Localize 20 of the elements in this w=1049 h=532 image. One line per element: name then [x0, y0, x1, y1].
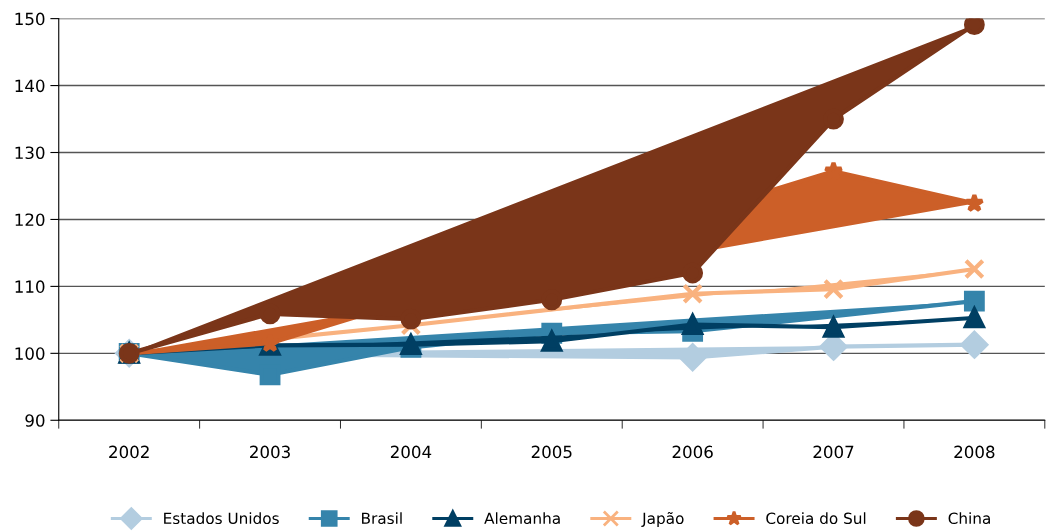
legend-label: Coreia do Sul [766, 512, 866, 525]
y-tick-label: 100 [15, 347, 45, 360]
x-tick-label: 2006 [672, 445, 713, 459]
y-tick-label: 120 [15, 213, 45, 227]
x-tick-label: 2003 [250, 445, 290, 459]
legend-label: China [948, 512, 990, 525]
y-tick-label: 140 [15, 79, 45, 93]
y-tick-label: 90 [25, 414, 45, 427]
x-tick-label: 2008 [954, 445, 995, 459]
y-tick-label: 150 [15, 12, 45, 26]
x-tick-label: 2005 [531, 445, 572, 459]
x-tick-label: 2007 [813, 445, 854, 459]
legend-label: Brasil [362, 512, 402, 525]
legend-label: Japão [641, 511, 684, 528]
x-tick-label: 2004 [390, 445, 432, 459]
legend-label: Estados Unidos [164, 512, 279, 525]
legend-label: Alemanha [484, 512, 560, 525]
x-tick-label: 2002 [109, 445, 149, 459]
y-tick-label: 130 [15, 146, 45, 160]
y-tick-label: 110 [15, 280, 45, 293]
